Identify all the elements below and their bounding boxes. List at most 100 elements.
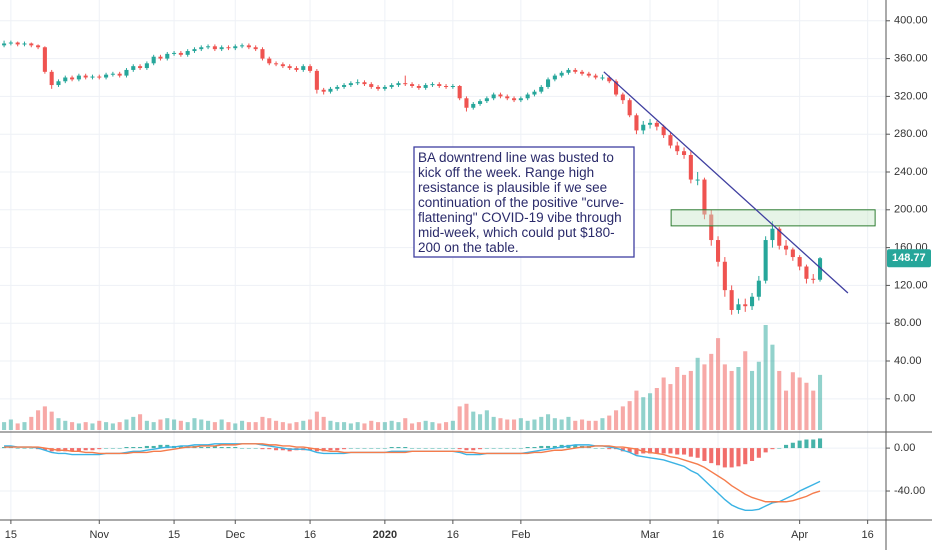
candle-body — [389, 85, 394, 87]
macd-histogram-bar — [512, 448, 517, 449]
candle-body — [790, 249, 795, 258]
candle-body — [382, 86, 387, 89]
macd-histogram-bar — [668, 448, 673, 454]
candle-body — [716, 240, 721, 262]
macd-line — [4, 443, 821, 503]
volume-bar — [301, 420, 306, 430]
annotation-text: kick off the week. Range high — [418, 165, 594, 180]
volume-bar — [444, 422, 449, 430]
y-tick-label: 0.00 — [894, 393, 915, 405]
candle-body — [76, 75, 81, 80]
volume-bar — [294, 422, 299, 430]
macd-histogram-bar — [518, 448, 523, 449]
volume-bar — [151, 422, 156, 430]
candle-body — [661, 126, 666, 136]
macd-histogram-bar — [661, 448, 666, 454]
volume-bar — [355, 422, 360, 430]
candle-body — [362, 82, 367, 85]
volume-bar — [716, 338, 721, 430]
volume-bar — [648, 393, 653, 430]
macd-histogram-bar — [784, 444, 789, 449]
candle-body — [546, 79, 551, 87]
volume-bar — [389, 420, 394, 430]
candle-body — [600, 77, 605, 79]
range-box — [670, 209, 876, 227]
x-tick-label: 16 — [447, 529, 459, 541]
candle-body — [185, 51, 190, 55]
candle-body — [566, 69, 571, 73]
volume-bar — [484, 410, 489, 430]
volume-bar — [702, 364, 707, 430]
volume-bar — [314, 411, 319, 430]
volume-bar — [376, 422, 381, 430]
candle-body — [641, 124, 646, 131]
candle-body — [138, 66, 143, 69]
macd-histogram-bar — [76, 448, 81, 452]
candle-body — [321, 89, 326, 92]
candle-body — [559, 72, 564, 76]
macd-histogram-bar — [457, 448, 462, 450]
macd-histogram-bar — [355, 448, 360, 449]
candle-body — [627, 100, 632, 116]
volume-bar — [240, 420, 245, 430]
annotation-text: mid-week, which could put $180- — [418, 225, 615, 240]
candle-body — [784, 245, 789, 250]
candle-body — [240, 45, 245, 47]
candle-body — [695, 179, 700, 181]
candle-body — [335, 86, 340, 89]
macd-histogram-bar — [178, 445, 183, 449]
y-tick-label: 0.00 — [894, 442, 915, 454]
y-tick-label: 240.00 — [894, 166, 928, 178]
volume-bar — [362, 423, 367, 430]
macd-histogram-bar — [552, 445, 557, 449]
candle-body — [172, 52, 177, 54]
macd-histogram-bar — [736, 448, 741, 467]
candle-body — [396, 83, 401, 86]
macd-histogram-bar — [369, 448, 374, 449]
candle-body — [70, 77, 75, 80]
annotation-text: 200 on the table. — [418, 240, 519, 255]
candle-body — [729, 290, 734, 310]
volume-bar — [709, 353, 714, 430]
candle-body — [682, 151, 687, 155]
volume-bar — [22, 422, 27, 430]
macd-histogram-bar — [328, 448, 333, 451]
candle-body — [280, 64, 285, 67]
volume-bar — [253, 422, 258, 430]
candle-body — [722, 261, 727, 291]
volume-bar — [797, 377, 802, 430]
candle-body — [593, 75, 598, 78]
macd-histogram-bar — [253, 448, 258, 449]
x-tick-label: Apr — [791, 529, 808, 541]
macd-histogram-bar — [131, 447, 136, 449]
y-tick-label: 400.00 — [894, 15, 928, 27]
volume-bar — [464, 403, 469, 430]
macd-histogram-bar — [342, 448, 347, 450]
candle-body — [158, 56, 163, 59]
candle-body — [42, 47, 47, 72]
macd-histogram-bar — [695, 448, 700, 458]
macd-histogram-bar — [410, 448, 415, 449]
candle-body — [287, 66, 292, 69]
macd-histogram-bar — [471, 448, 476, 451]
volume-bar — [83, 422, 88, 430]
volume-bar — [2, 422, 7, 430]
last-price-badge — [887, 249, 931, 268]
candle-body — [410, 84, 415, 86]
candle-body — [233, 46, 238, 49]
macd-histogram-bar — [702, 448, 707, 461]
macd-histogram-bar — [505, 448, 510, 449]
volume-bar — [104, 422, 109, 430]
volume-bar — [627, 401, 632, 430]
macd-histogram-bar — [484, 448, 489, 449]
volume-bar — [369, 420, 374, 430]
volume-bar — [818, 374, 823, 430]
candle-body — [743, 304, 748, 307]
candle-body — [491, 94, 496, 99]
candle-body — [246, 45, 251, 48]
volume-bar — [274, 420, 279, 430]
candle-body — [457, 86, 462, 99]
macd-histogram-bar — [593, 448, 598, 449]
candle-body — [29, 43, 34, 46]
